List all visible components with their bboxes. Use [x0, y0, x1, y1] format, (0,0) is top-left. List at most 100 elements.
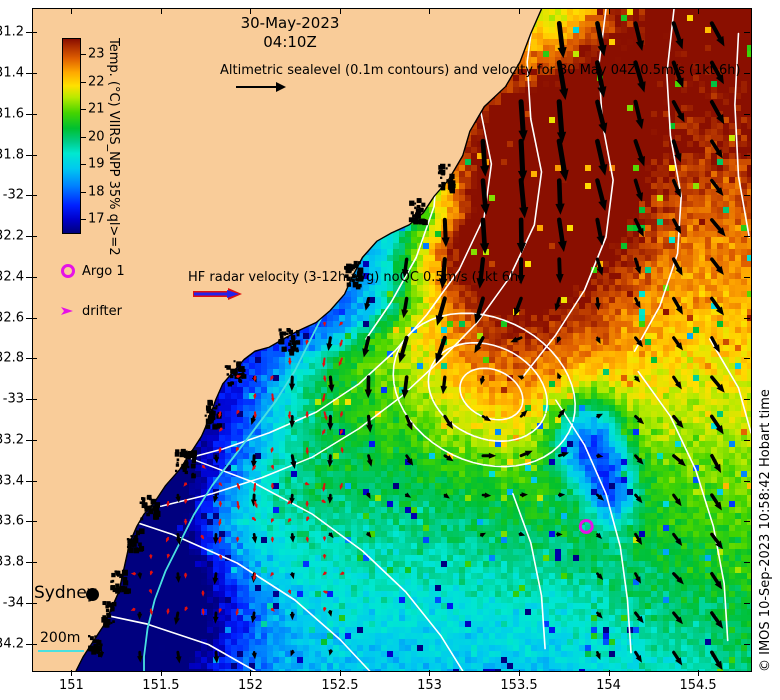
latitude-tick-mark — [26, 73, 32, 75]
latitude-tick-label: -31.4 — [0, 65, 24, 81]
colorbar-tick-mark — [81, 136, 86, 138]
latitude-tick-mark-inner — [32, 602, 37, 604]
longitude-tick-mark — [429, 670, 431, 676]
latitude-tick-mark-inner — [32, 195, 37, 197]
latitude-tick-label: -34.2 — [0, 636, 24, 652]
colorbar-tick-label: 17 — [88, 211, 105, 227]
colorbar-tick-label: 23 — [88, 46, 105, 62]
latitude-tick-label: -33.2 — [0, 432, 24, 448]
longitude-tick-label: 152 — [238, 678, 263, 693]
latitude-tick-label: -33.6 — [0, 513, 24, 529]
latitude-tick-mark-right — [744, 276, 750, 278]
latitude-tick-mark-right — [744, 32, 750, 34]
longitude-tick-label: 151.5 — [142, 678, 180, 693]
latitude-tick-mark-inner — [32, 32, 37, 34]
hf-radar-arrow-icon — [193, 287, 242, 300]
title-date: 30-May-2023 — [240, 14, 340, 32]
drifter-legend-label: drifter — [82, 303, 122, 319]
sydney-marker-icon — [86, 588, 99, 601]
latitude-tick-mark — [26, 236, 32, 238]
latitude-tick-mark-inner — [32, 154, 37, 156]
longitude-tick-mark — [71, 670, 73, 676]
latitude-tick-label: -32.4 — [0, 269, 24, 285]
latitude-tick-label: -32.8 — [0, 350, 24, 366]
longitude-tick-label: 152.5 — [321, 678, 359, 693]
latitude-tick-mark-right — [744, 439, 750, 441]
longitude-tick-mark — [160, 670, 162, 676]
longitude-tick-mark-top — [698, 8, 700, 14]
latitude-tick-mark — [26, 195, 32, 197]
colorbar-tick-mark — [81, 191, 86, 193]
isobath-scale-line — [38, 650, 84, 652]
latitude-tick-mark — [26, 399, 32, 401]
latitude-tick-mark — [26, 643, 32, 645]
latitude-tick-label: -33.8 — [0, 554, 24, 570]
colorbar-tick-mark — [81, 218, 86, 220]
latitude-tick-mark-right — [744, 236, 750, 238]
colorbar-tick-label: 21 — [88, 101, 105, 117]
credit-text: © IMOS 10-Sep-2023 10:58:42 Hobart time — [758, 389, 773, 672]
latitude-tick-label: -31.8 — [0, 147, 24, 163]
colorbar-tick-mark — [81, 81, 86, 83]
longitude-tick-mark-top — [608, 8, 610, 14]
hf-radar-text: HF radar velocity (3-12h avg) noQC 0.5m/… — [188, 270, 524, 285]
longitude-tick-mark — [519, 670, 521, 676]
latitude-tick-mark-inner — [32, 399, 37, 401]
longitude-tick-mark — [339, 670, 341, 676]
sydney-label: Sydney — [34, 583, 97, 603]
latitude-tick-mark-inner — [32, 643, 37, 645]
longitude-tick-label: 153 — [417, 678, 442, 693]
longitude-tick-mark — [698, 670, 700, 676]
latitude-tick-mark-right — [744, 154, 750, 156]
latitude-tick-mark — [26, 276, 32, 278]
latitude-tick-mark-inner — [32, 358, 37, 360]
longitude-tick-label: 153.5 — [500, 678, 538, 693]
legend-drifter: drifter — [60, 303, 122, 319]
latitude-tick-mark-right — [744, 113, 750, 115]
latitude-tick-mark-right — [744, 602, 750, 604]
latitude-tick-mark-right — [744, 317, 750, 319]
latitude-tick-mark-right — [744, 195, 750, 197]
latitude-tick-mark-inner — [32, 317, 37, 319]
latitude-tick-mark-inner — [32, 562, 37, 564]
latitude-tick-label: -31.6 — [0, 106, 24, 122]
latitude-tick-mark-inner — [32, 73, 37, 75]
marker-overlay-layer — [33, 9, 751, 671]
colorbar-tick-label: 19 — [88, 156, 105, 172]
latitude-tick-mark-right — [744, 399, 750, 401]
latitude-tick-mark — [26, 154, 32, 156]
latitude-tick-mark-right — [744, 521, 750, 523]
latitude-tick-label: -32 — [2, 187, 24, 203]
altimetry-arrow-icon — [236, 81, 286, 92]
argo-legend-label: Argo 1 — [82, 263, 125, 279]
latitude-tick-mark-right — [744, 562, 750, 564]
longitude-tick-mark-top — [339, 8, 341, 14]
latitude-tick-mark-inner — [32, 521, 37, 523]
colorbar-title: Temp. (°C) VIIRS_NPP 35% ql>=2 — [106, 38, 121, 256]
colorbar-tick-label: 18 — [88, 184, 105, 199]
latitude-tick-mark-right — [744, 73, 750, 75]
colorbar-tick-mark — [81, 164, 86, 166]
longitude-tick-mark-top — [250, 8, 252, 14]
longitude-tick-label: 154 — [596, 678, 621, 693]
map-plot-area[interactable] — [32, 8, 752, 672]
latitude-tick-mark — [26, 113, 32, 115]
colorbar-tick-label: 22 — [88, 74, 105, 90]
longitude-tick-label: 151 — [58, 678, 84, 693]
latitude-tick-mark — [26, 439, 32, 441]
hf-radar-annotation: HF radar velocity (3-12h avg) noQC 0.5m/… — [188, 270, 523, 302]
map-title: 30-May-2023 04:10Z — [200, 14, 380, 52]
latitude-tick-label: -31.2 — [0, 24, 24, 40]
longitude-tick-mark — [250, 670, 252, 676]
latitude-tick-mark-inner — [32, 276, 37, 278]
latitude-tick-mark-inner — [32, 439, 37, 441]
legend-argo: Argo 1 — [60, 263, 125, 279]
latitude-tick-mark-inner — [32, 236, 37, 238]
latitude-tick-mark-right — [744, 480, 750, 482]
longitude-tick-mark-top — [519, 8, 521, 14]
latitude-tick-mark — [26, 480, 32, 482]
latitude-tick-label: -33 — [2, 391, 24, 407]
drifter-arrow-icon — [61, 307, 73, 315]
latitude-tick-label: -32.2 — [0, 228, 24, 244]
